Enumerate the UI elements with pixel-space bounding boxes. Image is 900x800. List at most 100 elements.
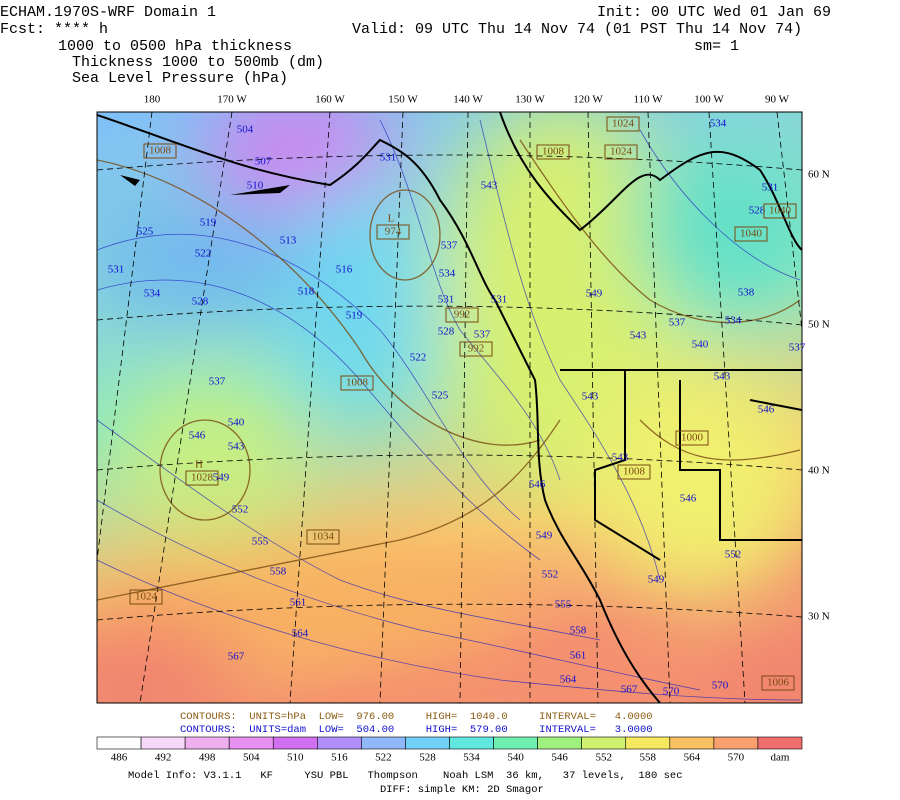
thickness-label: 549: [648, 574, 665, 586]
thickness-label: 519: [346, 310, 363, 322]
slp-label-box: [185, 470, 219, 486]
colorbar-box: [361, 736, 406, 750]
thickness-label: 546: [758, 404, 775, 416]
colorbar-box: [625, 736, 671, 750]
thickness-label: 543: [612, 452, 629, 464]
colorbar-label: 522: [375, 752, 392, 764]
slp-label-box: [459, 341, 493, 357]
colorbar-box: [405, 736, 450, 750]
slp-label-box: [606, 116, 640, 132]
thickness-label: 534: [144, 288, 161, 300]
thickness-label: 549: [586, 288, 603, 300]
thickness-label: 546: [189, 430, 206, 442]
thickness-label: 558: [270, 566, 287, 578]
slp-label-box: [734, 226, 768, 242]
thickness-label: 552: [232, 504, 249, 516]
colorbar-box: [96, 736, 142, 750]
slp-label-box: [761, 675, 795, 691]
colorbar-box: [669, 736, 715, 750]
thickness-label: 561: [290, 597, 307, 609]
slp-label-box: [340, 375, 374, 391]
thickness-label: 543: [630, 330, 647, 342]
slp-label-box: [143, 143, 177, 159]
slp-label: 1008: [623, 466, 646, 478]
lon-label: 90 W: [765, 94, 790, 106]
thickness-label: 507: [255, 156, 272, 168]
slp-label: 1024: [610, 146, 633, 158]
colorbar-unit: dam: [770, 752, 789, 764]
colorbar-box: [140, 736, 186, 750]
thickness-label: 555: [555, 599, 572, 611]
colorbar-label: 570: [728, 752, 745, 764]
colorbar-box: [272, 736, 318, 750]
colorbar-box: [757, 736, 803, 750]
footer-text: CONTOURS: UNITS=hPa LOW= 976.00 HIGH= 10…: [180, 711, 653, 723]
lat-label: 60 N: [808, 169, 830, 181]
thickness-label: 555: [252, 536, 269, 548]
colorbar-box: [449, 736, 494, 750]
thickness-label: 531: [108, 264, 125, 276]
lat-label: 40 N: [808, 465, 830, 477]
thickness-label: 525: [137, 226, 154, 238]
slp-label-box: [129, 589, 163, 605]
slp-label-box: [763, 203, 797, 219]
lon-label: 130 W: [515, 94, 545, 106]
thickness-label: 534: [710, 118, 727, 130]
slp-label: 1040: [769, 205, 792, 217]
thickness-label: 546: [680, 493, 697, 505]
thickness-label: 538: [738, 287, 755, 299]
thickness-label: 518: [298, 286, 315, 298]
thickness-label: 543: [228, 441, 245, 453]
slp-label: 1008: [149, 145, 172, 157]
pressure-center: H: [195, 459, 203, 471]
thickness-label: 540: [228, 417, 245, 429]
colorbar-label: 540: [507, 752, 524, 764]
header-text: sm= 1: [694, 38, 739, 55]
thickness-label: 543: [582, 391, 599, 403]
slp-label: 992: [468, 343, 485, 355]
thickness-label: 537: [789, 342, 806, 354]
thickness-label: 564: [560, 674, 577, 686]
slp-label: 1024: [135, 591, 158, 603]
colorbar-label: 534: [463, 752, 480, 764]
colorbar-box: [713, 736, 759, 750]
header-text: Thickness 1000 to 500mb (dm): [72, 54, 324, 71]
slp-label: 1034: [312, 531, 335, 543]
thickness-label: 534: [439, 268, 456, 280]
colorbar-box: [493, 736, 538, 750]
thickness-label: 531: [762, 182, 779, 194]
header-text: Init: 00 UTC Wed 01 Jan 69: [597, 4, 831, 21]
thickness-label: 531: [438, 294, 455, 306]
lon-label: 100 W: [694, 94, 724, 106]
colorbar-label: 486: [111, 752, 128, 764]
map-frame: [96, 111, 803, 704]
thickness-label: 543: [481, 180, 498, 192]
slp-label-box: [445, 307, 479, 323]
thickness-label: 552: [725, 549, 742, 561]
thickness-label: 564: [292, 628, 309, 640]
slp-label: 1008: [542, 146, 565, 158]
colorbar-box: [184, 736, 230, 750]
footer-text: CONTOURS: UNITS=dam LOW= 504.00 HIGH= 57…: [180, 724, 653, 736]
lon-label: 110 W: [633, 94, 663, 106]
colorbar: 486 492 498 504 510 516 522 528 534 540 546 552 558 5…: [96, 736, 803, 764]
header-text: ECHAM.1970S-WRF Domain 1: [0, 4, 216, 21]
slp-label: 1008: [346, 377, 369, 389]
colorbar-box: [537, 736, 582, 750]
thickness-label: 567: [228, 651, 245, 663]
colorbar-label: 546: [551, 752, 568, 764]
thickness-label: 537: [474, 329, 491, 341]
thickness-label: 504: [237, 124, 254, 136]
slp-label: 992: [454, 309, 471, 321]
slp-label: 1024: [612, 118, 635, 130]
colorbar-label: 558: [640, 752, 657, 764]
thickness-label: 516: [336, 264, 353, 276]
slp-label: 1028: [191, 472, 214, 484]
thickness-label: 537: [441, 240, 458, 252]
colorbar-label: 498: [199, 752, 216, 764]
colorbar-label: 564: [684, 752, 701, 764]
thickness-label: 525: [432, 390, 449, 402]
footer-text: DIFF: simple KM: 2D Smagor: [380, 784, 544, 796]
lat-label: 30 N: [808, 611, 830, 623]
